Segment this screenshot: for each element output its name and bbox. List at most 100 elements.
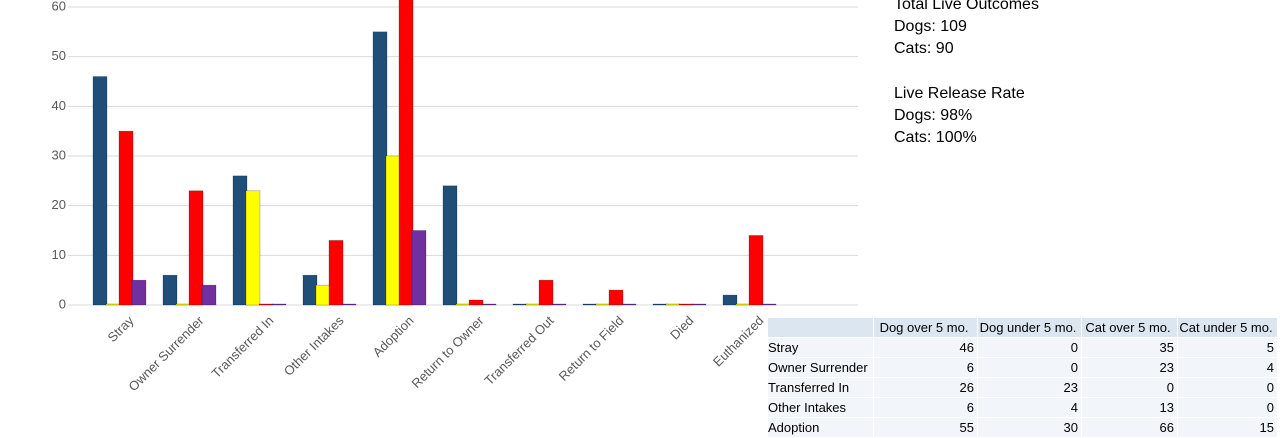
stats-line: Dogs: 109 <box>894 18 967 35</box>
bar <box>468 299 484 306</box>
bar <box>748 235 764 306</box>
row-label: Other Intakes <box>768 397 874 418</box>
bar <box>385 155 401 306</box>
table-cell: 4 <box>977 397 1082 418</box>
y-tick-label: 10 <box>52 247 66 262</box>
y-tick-label: 0 <box>59 296 66 311</box>
stats-panel: Total Live Outcomes Dogs: 109 Cats: 90 L… <box>894 0 1039 149</box>
bar <box>232 175 248 306</box>
column-header: Dog under 5 mo. <box>977 318 1082 338</box>
x-tick-label: Euthanized <box>710 313 767 370</box>
bar <box>398 0 414 306</box>
table-cell: 6 <box>873 397 978 418</box>
bar <box>551 303 567 306</box>
bar <box>582 303 598 306</box>
row-label: Transferred In <box>768 377 874 398</box>
bar <box>201 284 217 306</box>
stats-line: Cats: 100% <box>894 129 977 146</box>
bar <box>258 303 274 306</box>
table-row: Transferred In 26 23 0 0 <box>768 377 1278 398</box>
bar <box>118 130 134 306</box>
x-tick-label: Transferred Out <box>481 313 556 388</box>
column-header: Cat under 5 mo. <box>1177 318 1278 338</box>
bar <box>735 303 751 306</box>
table-cell: 4 <box>1177 357 1278 378</box>
bar <box>105 303 121 306</box>
bar <box>665 303 681 306</box>
stats-heading: Live Release Rate <box>894 85 1025 102</box>
row-label: Stray <box>768 337 874 358</box>
table-cell: 46 <box>873 337 978 358</box>
bar <box>341 303 357 306</box>
bar <box>271 303 287 306</box>
x-tick-label: Transferred In <box>209 313 277 381</box>
table-cell: 35 <box>1081 337 1178 358</box>
table-cell: 0 <box>977 357 1082 378</box>
x-tick-label: Other Intakes <box>281 313 347 379</box>
bar <box>652 303 668 306</box>
table-cell: 6 <box>873 357 978 378</box>
y-tick-label: 20 <box>52 197 66 212</box>
bar <box>302 274 318 306</box>
table-cell: 55 <box>873 417 978 438</box>
bar <box>538 279 554 306</box>
bar <box>411 230 427 306</box>
bar <box>315 284 331 306</box>
y-tick-label: 50 <box>52 48 66 63</box>
y-tick-label: 30 <box>52 147 66 162</box>
x-tick-label: Died <box>667 313 697 343</box>
bar <box>608 289 624 306</box>
table-row: Owner Surrender 6 0 23 4 <box>768 357 1278 378</box>
bar <box>678 303 694 306</box>
row-label: Adoption <box>768 417 874 438</box>
table-cell: 0 <box>977 337 1082 358</box>
bar <box>188 190 204 306</box>
table-header-row: Dog over 5 mo. Dog under 5 mo. Cat over 5 … <box>768 318 1278 338</box>
bar <box>328 240 344 306</box>
y-tick-label: 60 <box>52 0 66 13</box>
bar <box>621 303 637 306</box>
table-cell: 30 <box>977 417 1082 438</box>
bar <box>481 303 497 306</box>
table-cell: 26 <box>873 377 978 398</box>
table-cell: 0 <box>1177 397 1278 418</box>
x-tick-label: Return to Field <box>556 313 627 384</box>
x-tick-label: Owner Surrender <box>125 312 207 394</box>
bar <box>455 303 471 306</box>
table-row: Stray 46 0 35 5 <box>768 337 1278 358</box>
bar <box>722 294 738 306</box>
table-cell: 0 <box>1081 377 1178 398</box>
table-cell: 23 <box>977 377 1082 398</box>
bar <box>245 190 261 306</box>
bar <box>525 303 541 306</box>
stats-line: Cats: 90 <box>894 40 954 57</box>
y-tick-label: 40 <box>52 98 66 113</box>
bar <box>175 303 191 306</box>
table-row: Adoption 55 30 66 15 <box>768 417 1278 438</box>
bar <box>162 274 178 306</box>
bar <box>131 279 147 306</box>
table-cell: 66 <box>1081 417 1178 438</box>
bar <box>691 303 707 306</box>
bar <box>595 303 611 306</box>
x-tick-label: Stray <box>104 313 136 345</box>
table-cell: 13 <box>1081 397 1178 418</box>
table-corner <box>768 318 874 338</box>
bar <box>372 31 388 306</box>
row-label: Owner Surrender <box>768 357 874 378</box>
column-header: Cat over 5 mo. <box>1081 318 1178 338</box>
table-row: Other Intakes 6 4 13 0 <box>768 397 1278 418</box>
table-cell: 23 <box>1081 357 1178 378</box>
x-tick-label: Adoption <box>370 313 417 360</box>
table-cell: 15 <box>1177 417 1278 438</box>
table-cell: 5 <box>1177 337 1278 358</box>
bar <box>92 76 108 306</box>
stats-heading: Total Live Outcomes <box>894 0 1039 13</box>
bar <box>512 303 528 306</box>
data-table: Dog over 5 mo. Dog under 5 mo. Cat over 5 … <box>768 318 1278 438</box>
column-header: Dog over 5 mo. <box>873 318 978 338</box>
table-cell: 0 <box>1177 377 1278 398</box>
bar <box>442 185 458 306</box>
